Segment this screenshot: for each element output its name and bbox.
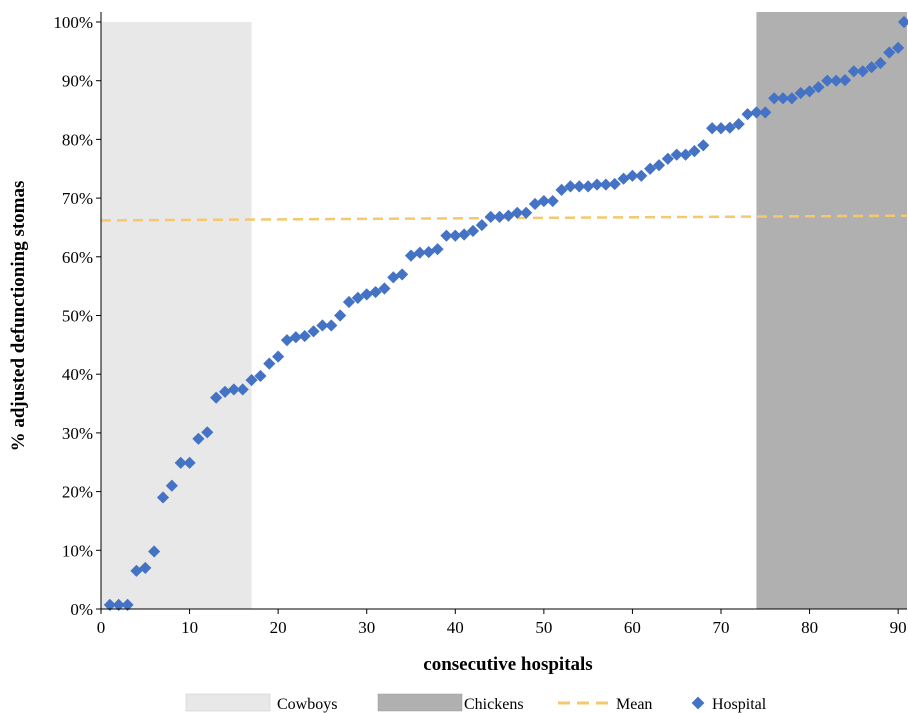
hospital-point bbox=[440, 229, 453, 242]
legend-label-chickens: Chickens bbox=[464, 696, 524, 713]
hospital-point bbox=[325, 319, 338, 332]
hospital-point bbox=[307, 325, 320, 338]
hospital-point bbox=[342, 295, 356, 309]
x-tick-label: 20 bbox=[270, 618, 287, 637]
hospital-point bbox=[378, 282, 391, 295]
hospital-point bbox=[546, 194, 559, 208]
x-tick-label: 90 bbox=[890, 618, 907, 637]
hospital-point bbox=[449, 229, 462, 242]
hospital-point bbox=[493, 210, 506, 223]
hospital-point bbox=[458, 228, 471, 241]
hospital-point bbox=[254, 369, 267, 383]
hospital-point bbox=[396, 268, 409, 281]
y-tick-label: 80% bbox=[62, 130, 93, 149]
y-tick-label: 70% bbox=[62, 189, 93, 208]
x-tick-label: 60 bbox=[624, 618, 641, 637]
axes-layer bbox=[100, 12, 907, 610]
hospital-point bbox=[263, 357, 276, 370]
hospital-point bbox=[369, 285, 382, 299]
hospital-point bbox=[431, 243, 444, 256]
legend-marker-hospital bbox=[691, 696, 705, 710]
hospital-point bbox=[218, 385, 232, 398]
hospital-point bbox=[582, 180, 595, 193]
y-tick-label: 40% bbox=[62, 365, 93, 384]
x-tick-label: 80 bbox=[801, 618, 818, 637]
band-cowboys bbox=[101, 22, 252, 609]
hospital-point bbox=[227, 383, 240, 396]
hospital-point bbox=[466, 224, 480, 238]
x-tick-label: 70 bbox=[713, 618, 730, 637]
legend-label-mean: Mean bbox=[616, 696, 652, 713]
legend-swatch-cowboys bbox=[185, 693, 271, 712]
hospital-point bbox=[289, 331, 302, 344]
x-tick-label: 50 bbox=[535, 618, 552, 637]
y-tick-label: 10% bbox=[62, 541, 93, 560]
y-tick-label: 20% bbox=[62, 483, 93, 502]
hospital-point bbox=[413, 246, 426, 259]
hospital-point bbox=[475, 219, 488, 232]
hospital-point bbox=[484, 210, 497, 223]
y-tick-label: 60% bbox=[62, 248, 93, 267]
hospital-point bbox=[334, 309, 347, 322]
legend: Cowboys Chickens Mean Hospital bbox=[185, 693, 767, 713]
hospital-point bbox=[174, 456, 187, 469]
hospital-point bbox=[635, 169, 648, 182]
legend-swatch-chickens bbox=[377, 693, 463, 712]
hospital-point bbox=[210, 391, 223, 404]
x-axis-title: consecutive hospitals bbox=[423, 654, 592, 675]
hospital-point bbox=[236, 383, 249, 396]
hospital-point bbox=[741, 108, 754, 121]
hospital-point bbox=[165, 479, 178, 492]
hospital-point bbox=[201, 426, 214, 439]
legend-label-cowboys: Cowboys bbox=[277, 696, 337, 713]
legend-label-hospital: Hospital bbox=[712, 696, 767, 713]
y-axis-title: % adjusted defunctioning stomas bbox=[8, 181, 29, 452]
x-tick-label: 0 bbox=[97, 618, 106, 637]
x-tick-label: 30 bbox=[358, 618, 375, 637]
hospital-point bbox=[697, 139, 710, 152]
hospital-point bbox=[298, 329, 311, 343]
y-tick-label: 90% bbox=[62, 72, 93, 91]
y-tick-label: 30% bbox=[62, 424, 93, 443]
x-tick-label: 10 bbox=[181, 618, 198, 637]
hospital-point bbox=[183, 456, 196, 469]
y-tick-label: 0% bbox=[70, 600, 93, 619]
ticks-layer: 0% 10% 20% 30% 40% 50% 60% 70% 80% 90% 100% 0 10 20 30… bbox=[53, 13, 906, 637]
hospital-point bbox=[245, 373, 258, 387]
band-layer bbox=[101, 12, 907, 609]
hospital-point bbox=[272, 350, 285, 363]
y-tick-label: 50% bbox=[62, 307, 93, 326]
band-chickens bbox=[756, 12, 907, 609]
hospital-point bbox=[351, 291, 364, 304]
y-tick-label: 100% bbox=[53, 13, 93, 32]
hospital-point bbox=[360, 288, 373, 301]
hospital-point bbox=[156, 491, 170, 504]
hospital-point bbox=[316, 319, 329, 332]
x-tick-label: 40 bbox=[447, 618, 464, 637]
hospital-point bbox=[192, 432, 205, 445]
